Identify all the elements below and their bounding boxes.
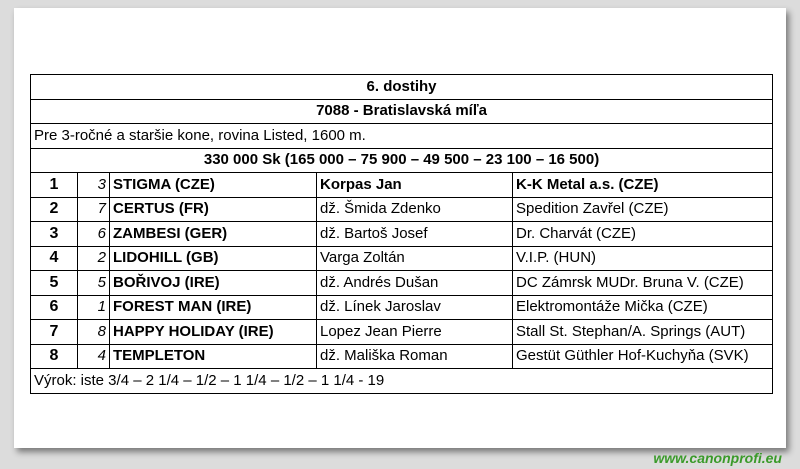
jockey-name: dž. Andrés Dušan <box>316 270 513 296</box>
table-row: 5 5 BOŘIVOJ (IRE) dž. Andrés Dušan DC Zá… <box>30 270 774 296</box>
jockey-name: Korpas Jan <box>316 172 513 198</box>
race-name-row: 7088 - Bratislavská míľa <box>29 98 774 124</box>
horse-name: BOŘIVOJ (IRE) <box>109 270 317 296</box>
jockey-name: Lopez Jean Pierre <box>316 319 513 345</box>
race-number: 6. dostihy <box>29 74 774 100</box>
start-number: 8 <box>77 319 110 345</box>
race-conditions: Pre 3-ročné a staršie kone, rovina Liste… <box>29 123 774 149</box>
horse-name: STIGMA (CZE) <box>109 172 317 198</box>
race-results-table: 6. dostihy 7088 - Bratislavská míľa Pre … <box>29 74 774 394</box>
table-row: 6 1 FOREST MAN (IRE) dž. Línek Jaroslav … <box>30 294 774 320</box>
placing: 4 <box>30 245 78 271</box>
owner-name: Gestüt Güthler Hof-Kuchyňa (SVK) <box>511 343 774 369</box>
horse-name: HAPPY HOLIDAY (IRE) <box>109 319 317 345</box>
margins-row: Výrok: iste 3/4 – 2 1/4 – 1/2 – 1 1/4 – … <box>29 368 774 394</box>
start-number: 7 <box>77 196 110 222</box>
horse-name: LIDOHILL (GB) <box>109 245 317 271</box>
jockey-name: Varga Zoltán <box>316 245 513 271</box>
placing: 2 <box>30 196 78 222</box>
watermark: www.canonprofi.eu <box>653 450 782 466</box>
owner-name: V.I.P. (HUN) <box>511 245 774 271</box>
horse-name: ZAMBESI (GER) <box>109 221 317 247</box>
start-number: 1 <box>77 294 110 320</box>
placing: 3 <box>30 221 78 247</box>
placing: 1 <box>30 172 78 198</box>
jockey-name: dž. Línek Jaroslav <box>316 294 513 320</box>
owner-name: Dr. Charvát (CZE) <box>511 221 774 247</box>
jockey-name: dž. Šmida Zdenko <box>316 196 513 222</box>
owner-name: Elektromontáže Mička (CZE) <box>511 294 774 320</box>
start-number: 4 <box>77 343 110 369</box>
table-row: 8 4 TEMPLETON dž. Mališka Roman Gestüt G… <box>30 343 774 369</box>
placing: 6 <box>30 294 78 320</box>
placing: 7 <box>30 319 78 345</box>
owner-name: Stall St. Stephan/A. Springs (AUT) <box>511 319 774 345</box>
table-row: 4 2 LIDOHILL (GB) Varga Zoltán V.I.P. (H… <box>30 245 774 271</box>
placing: 5 <box>30 270 78 296</box>
start-number: 3 <box>77 172 110 198</box>
start-number: 2 <box>77 245 110 271</box>
placing: 8 <box>30 343 78 369</box>
horse-name: TEMPLETON <box>109 343 317 369</box>
table-row: 3 6 ZAMBESI (GER) dž. Bartoš Josef Dr. C… <box>30 221 774 247</box>
owner-name: DC Zámrsk MUDr. Bruna V. (CZE) <box>511 270 774 296</box>
jockey-name: dž. Bartoš Josef <box>316 221 513 247</box>
owner-name: K-K Metal a.s. (CZE) <box>511 172 774 198</box>
owner-name: Spedition Zavřel (CZE) <box>511 196 774 222</box>
jockey-name: dž. Mališka Roman <box>316 343 513 369</box>
race-conditions-row: Pre 3-ročné a staršie kone, rovina Liste… <box>29 123 774 149</box>
race-prize: 330 000 Sk (165 000 – 75 900 – 49 500 – … <box>29 147 774 173</box>
race-number-row: 6. dostihy <box>29 74 774 100</box>
table-row: 7 8 HAPPY HOLIDAY (IRE) Lopez Jean Pierr… <box>30 319 774 345</box>
start-number: 6 <box>77 221 110 247</box>
start-number: 5 <box>77 270 110 296</box>
race-name: 7088 - Bratislavská míľa <box>29 98 774 124</box>
table-row: 1 3 STIGMA (CZE) Korpas Jan K-K Metal a.… <box>30 172 774 198</box>
table-row: 2 7 CERTUS (FR) dž. Šmida Zdenko Spediti… <box>30 196 774 222</box>
horse-name: FOREST MAN (IRE) <box>109 294 317 320</box>
race-prize-row: 330 000 Sk (165 000 – 75 900 – 49 500 – … <box>29 147 774 173</box>
horse-name: CERTUS (FR) <box>109 196 317 222</box>
race-margins: Výrok: iste 3/4 – 2 1/4 – 1/2 – 1 1/4 – … <box>29 368 774 394</box>
